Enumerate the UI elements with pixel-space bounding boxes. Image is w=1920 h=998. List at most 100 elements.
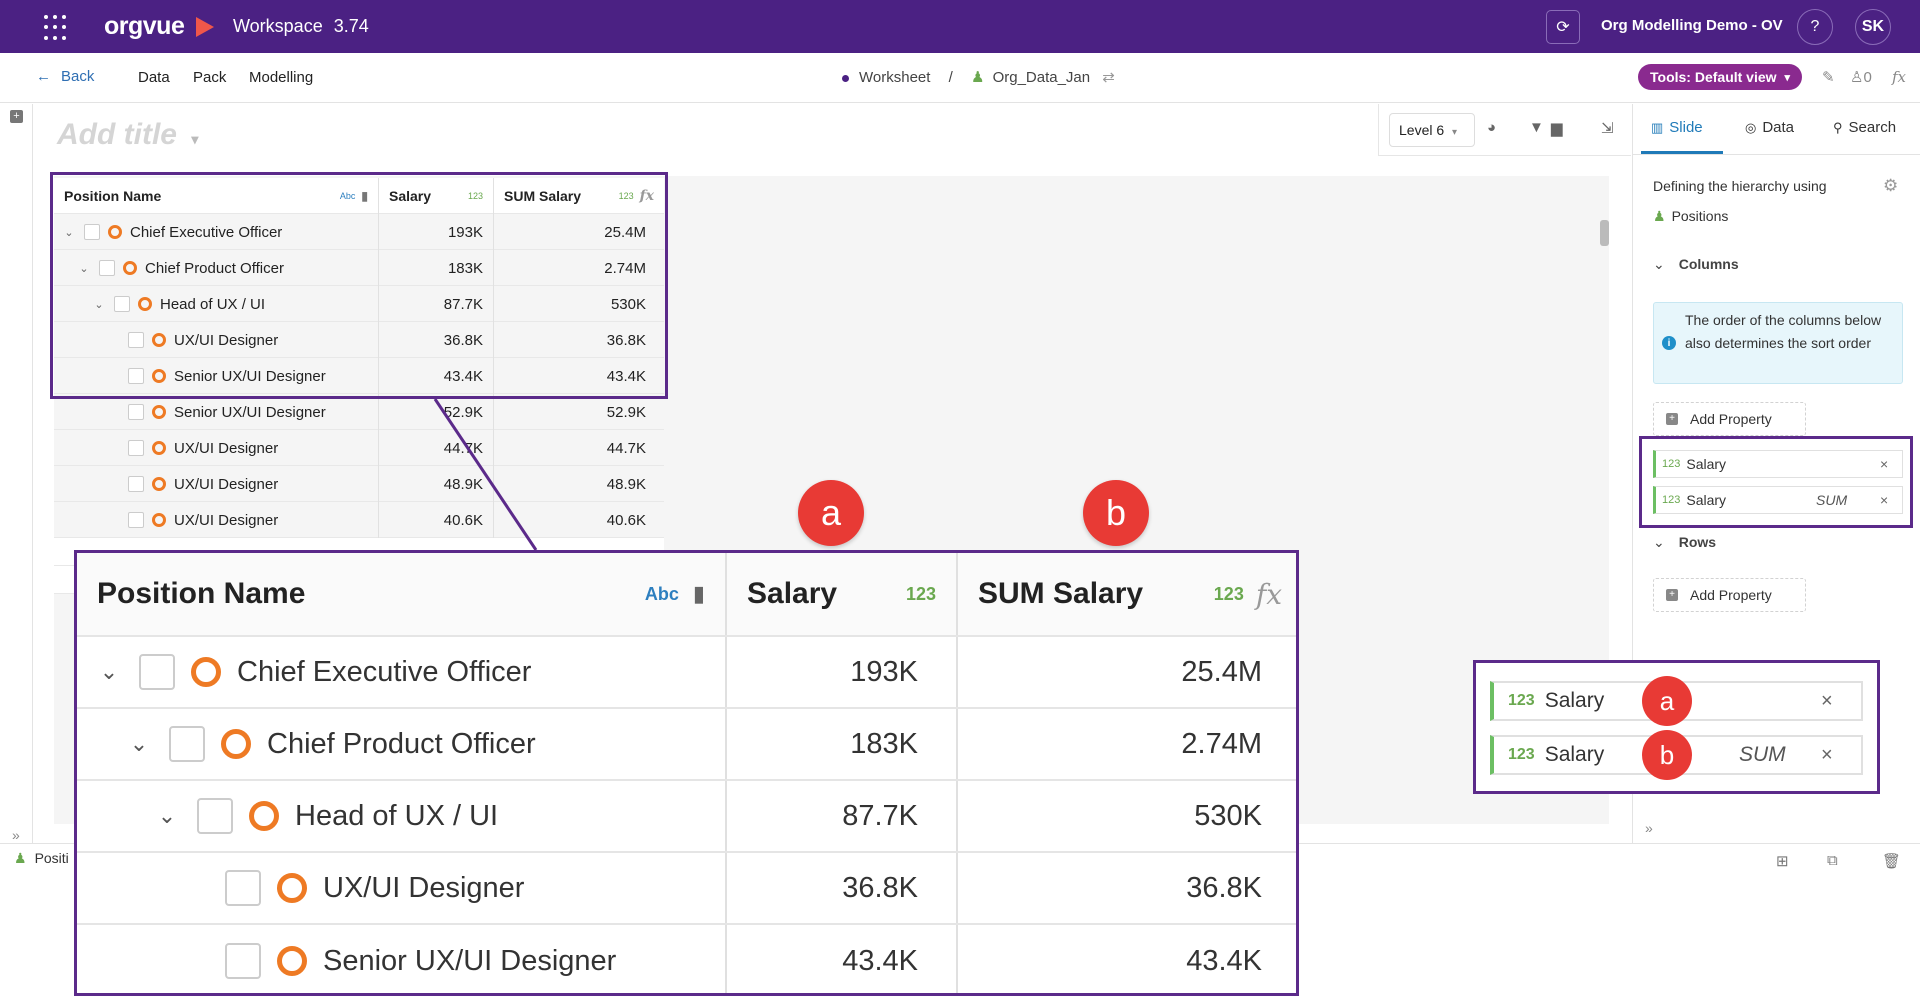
sync-button[interactable]: ⟳ [1546,10,1580,44]
chevron-down-icon[interactable]: ⌄ [79,262,89,275]
column-header-salary[interactable]: Salary 123 [379,178,494,214]
property-name: Salary [1686,492,1727,508]
table-row[interactable]: UX/UI Designer 40.6K 40.6K [54,502,664,538]
header-label: SUM Salary [978,577,1144,610]
number-type-badge: 123 [1213,583,1244,604]
duplicate-icon[interactable]: ⧉ [1827,852,1838,869]
table-row[interactable]: Senior UX/UI Designer 52.9K 52.9K [54,394,664,430]
view-toolbar: Level 6 ▾ ◕ ▼ ▆ ⇲ [1378,104,1631,156]
palette-icon[interactable]: ◕ [1487,119,1497,136]
row-checkbox[interactable] [128,332,144,348]
table-row[interactable]: UX/UI Designer 44.7K 44.7K [54,430,664,466]
chevron-down-icon: ▾ [1452,127,1458,138]
number-type-badge: 123 [905,583,936,604]
row-checkbox[interactable] [128,476,144,492]
rows-section-toggle[interactable]: ⌄ Rows [1653,534,1716,551]
column-header-position-name[interactable]: Position Name Abc ▮ [54,178,379,214]
tools-view-dropdown[interactable]: Tools: Default view ▾ [1638,64,1803,90]
row-checkbox[interactable] [99,260,115,276]
row-checkbox[interactable] [84,224,100,240]
formula-icon[interactable]: fx [1892,68,1907,86]
nav-modelling[interactable]: Modelling [249,69,314,86]
filter-icon[interactable]: ▼ [1529,119,1544,136]
swap-icon[interactable]: ⇄ [1102,69,1115,86]
table-row[interactable]: ⌄ Chief Executive Officer 193K 25.4M [54,214,664,250]
users-count[interactable]: ♙0 [1850,68,1872,86]
sum-salary-cell: 36.8K [606,331,646,349]
node-ring-icon [152,513,166,527]
pin-icon[interactable]: ✎ [1822,69,1835,86]
tab-data[interactable]: ◎ Data [1745,119,1794,136]
add-column-property-button[interactable]: + Add Property [1653,402,1806,436]
level-select[interactable]: Level 6 ▾ [1389,113,1475,147]
breadcrumb-separator: / [948,69,953,86]
chevron-down-icon: ⌄ [129,731,149,756]
close-icon: × [1821,689,1833,712]
close-icon[interactable]: × [1880,492,1889,508]
app-logo[interactable]: orgvue [104,12,185,40]
text-type-badge: Abc [339,191,356,201]
expand-panel-icon[interactable]: » [1645,820,1653,836]
arrow-left-icon: ← [36,68,51,85]
close-icon[interactable]: × [1880,456,1889,472]
node-ring-icon [277,946,307,976]
salary-cell: 87.7K [379,286,494,322]
add-row-property-button[interactable]: + Add Property [1653,578,1806,612]
number-type-badge: 123 [1662,458,1681,470]
position-name: Chief Product Officer [145,259,284,277]
table-row[interactable]: ⌄ Head of UX / UI 87.7K 530K [54,286,664,322]
expand-left-icon[interactable]: » [12,827,20,843]
hierarchy-value[interactable]: ♟ Positions [1653,208,1728,225]
salary-cell: 36.8K [379,322,494,358]
column-property-salary[interactable]: 123 Salary × [1653,450,1903,478]
add-icon[interactable]: ⊞ [1776,853,1789,870]
formula-icon[interactable]: fx [639,188,654,204]
aggregation-label[interactable]: SUM [1816,492,1848,508]
user-avatar[interactable]: SK [1855,9,1891,45]
gear-icon[interactable]: ⚙ [1883,176,1899,195]
zoom-row: UX/UI Designer 36.8K 36.8K [77,853,1296,925]
row-checkbox[interactable] [128,512,144,528]
back-button[interactable]: ← Back [36,68,94,85]
row-checkbox[interactable] [128,368,144,384]
tab-slide[interactable]: ▥ Slide [1651,119,1703,136]
nav-data[interactable]: Data [138,69,170,86]
salary-cell: 193K [727,637,958,707]
row-checkbox[interactable] [128,404,144,420]
position-name: Senior UX/UI Designer [174,403,326,421]
table-row[interactable]: Senior UX/UI Designer 43.4K 43.4K [54,358,664,394]
columns-section-toggle[interactable]: ⌄ Columns [1653,256,1739,273]
nav-pack[interactable]: Pack [193,69,227,86]
chevron-down-icon[interactable]: ⌄ [64,226,74,239]
chevron-down-icon[interactable]: ⌄ [94,298,104,311]
zoom-header-position-name: Position Name Abc ▮ [77,553,727,635]
help-button[interactable]: ? [1797,9,1833,45]
comment-icon[interactable]: ▆ [1551,120,1563,137]
row-checkbox[interactable] [128,440,144,456]
breadcrumb-dataset[interactable]: Org_Data_Jan [992,69,1091,86]
columns-info-note: i The order of the columns below also de… [1653,302,1903,384]
salary-cell: 40.6K [379,502,494,538]
callout-table-highlight [50,172,668,399]
table-row[interactable]: ⌄ Chief Product Officer 183K 2.74M [54,250,664,286]
bookmark-icon[interactable]: ▮ [361,189,368,203]
breadcrumb-worksheet[interactable]: Worksheet [859,69,931,86]
canvas-scrollbar[interactable] [1600,220,1609,246]
table-row[interactable]: UX/UI Designer 36.8K 36.8K [54,322,664,358]
position-name: UX/UI Designer [174,331,279,349]
sum-salary-cell: 530K [610,295,646,313]
tab-search[interactable]: ⚲ Search [1833,119,1896,136]
org-dataset-name[interactable]: Org Modelling Demo - OV [1601,17,1783,34]
bottom-dataset-label[interactable]: ♟ Positi [14,850,69,867]
row-checkbox[interactable] [114,296,130,312]
app-grid-icon[interactable] [44,15,70,41]
slide-title-input[interactable]: Add title ▾ [57,118,198,152]
export-icon[interactable]: ⇲ [1601,120,1614,137]
column-header-sum-salary[interactable]: SUM Salary 123 fx [494,178,664,214]
header-label: Position Name [64,188,162,204]
sum-salary-cell: 52.9K [606,403,646,421]
trash-icon[interactable]: 🗑 [1882,853,1902,870]
column-property-sum-salary[interactable]: 123 Salary SUM × [1653,486,1903,514]
add-slide-icon[interactable]: + [10,110,23,123]
table-row[interactable]: UX/UI Designer 48.9K 48.9K [54,466,664,502]
